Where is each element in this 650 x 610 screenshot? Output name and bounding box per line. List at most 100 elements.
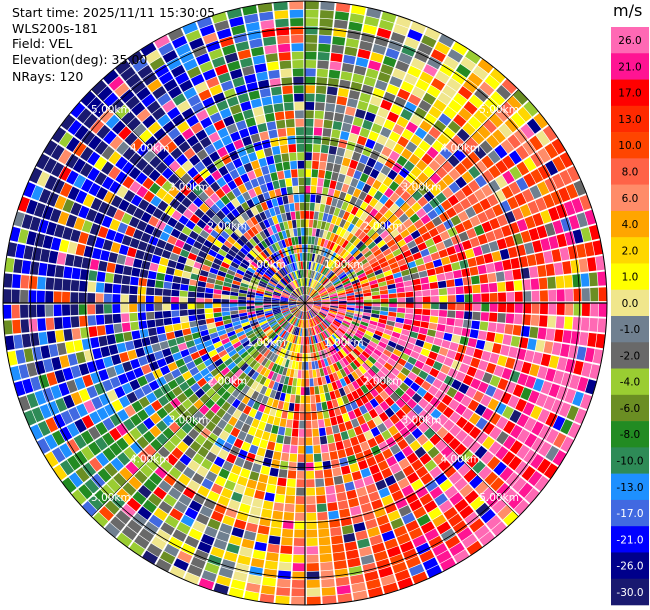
velocity-gate [208, 272, 217, 280]
velocity-gate [54, 195, 67, 210]
velocity-gate [416, 264, 427, 272]
velocity-gate [272, 94, 283, 104]
velocity-gate [291, 51, 304, 60]
velocity-gate [269, 527, 282, 537]
velocity-gate [155, 161, 168, 174]
velocity-gate [446, 451, 460, 464]
velocity-gate [303, 286, 305, 295]
velocity-gate [443, 506, 458, 520]
velocity-gate [377, 357, 387, 366]
velocity-gate [488, 165, 501, 179]
velocity-gate [129, 541, 145, 557]
velocity-gate [373, 550, 388, 562]
velocity-gate [293, 537, 305, 546]
velocity-gate [199, 270, 209, 277]
velocity-gate [264, 311, 273, 316]
velocity-gate [312, 317, 318, 326]
velocity-gate [350, 436, 360, 447]
velocity-gate [312, 296, 321, 300]
velocity-gate [289, 343, 295, 352]
velocity-gate [350, 177, 359, 188]
velocity-gate [318, 536, 331, 546]
velocity-gate [414, 258, 425, 266]
velocity-gate [279, 60, 292, 70]
velocity-gate [312, 307, 320, 312]
velocity-gate [466, 228, 477, 239]
velocity-gate [299, 269, 303, 278]
velocity-gate [281, 239, 287, 248]
velocity-gate [43, 157, 57, 174]
velocity-gate [340, 275, 349, 282]
velocity-gate [264, 387, 272, 397]
velocity-gate [422, 255, 433, 264]
velocity-gate [295, 395, 301, 404]
velocity-gate [186, 179, 198, 191]
velocity-gate [316, 284, 323, 291]
velocity-gate [247, 170, 256, 181]
velocity-gate [431, 140, 445, 153]
velocity-gate [488, 179, 501, 193]
velocity-gate [320, 238, 326, 247]
colorbar-swatch [611, 552, 649, 580]
velocity-gate [223, 257, 232, 265]
velocity-gate [264, 209, 272, 219]
velocity-gate [196, 16, 213, 29]
velocity-gate [515, 398, 527, 412]
velocity-gate [263, 303, 272, 306]
velocity-gate [520, 123, 535, 139]
velocity-gate [226, 405, 237, 416]
velocity-gate [214, 20, 230, 32]
velocity-gate [237, 225, 247, 235]
velocity-gate [96, 124, 111, 140]
velocity-gate [379, 401, 390, 411]
velocity-gate [410, 166, 422, 178]
velocity-gate [515, 145, 529, 160]
velocity-gate [254, 428, 264, 439]
colorbar-swatch [611, 132, 649, 159]
velocity-gate [382, 448, 393, 460]
velocity-gate [21, 214, 33, 230]
range-ring-label: 4.00km [130, 453, 170, 465]
velocity-gate [378, 487, 391, 499]
velocity-gate [241, 222, 251, 232]
velocity-gate [293, 309, 300, 316]
velocity-gate [365, 483, 378, 494]
velocity-gate [315, 245, 320, 255]
velocity-gate [339, 405, 347, 415]
velocity-gate [270, 137, 280, 147]
velocity-gate [88, 441, 102, 456]
velocity-gate [293, 554, 305, 563]
velocity-gate [180, 316, 189, 323]
velocity-gate [297, 310, 302, 319]
velocity-gate [274, 232, 281, 242]
velocity-gate [95, 421, 108, 436]
velocity-gate [246, 378, 255, 388]
velocity-gate [244, 415, 254, 426]
velocity-gate [313, 281, 319, 289]
velocity-gate [285, 313, 293, 320]
velocity-gate [204, 124, 217, 136]
velocity-gate [347, 271, 356, 278]
velocity-gate [297, 287, 302, 296]
velocity-gate [404, 255, 415, 264]
velocity-gate [146, 353, 156, 364]
velocity-gate [312, 262, 316, 271]
velocity-gate [175, 428, 187, 440]
velocity-gate [321, 295, 329, 299]
velocity-gate [320, 1, 335, 11]
velocity-gate [369, 168, 380, 179]
velocity-gate [299, 287, 303, 295]
velocity-gate [387, 357, 397, 367]
velocity-gate [387, 546, 402, 558]
velocity-gate [179, 309, 188, 317]
velocity-gate [237, 49, 252, 60]
velocity-gate [208, 349, 218, 358]
velocity-gate [255, 305, 263, 309]
velocity-gate [320, 570, 334, 580]
velocity-gate [222, 172, 233, 184]
velocity-gate [46, 263, 56, 277]
velocity-gate [361, 234, 370, 244]
velocity-gate [244, 590, 260, 601]
velocity-gate [309, 386, 315, 395]
velocity-gate [331, 543, 345, 553]
